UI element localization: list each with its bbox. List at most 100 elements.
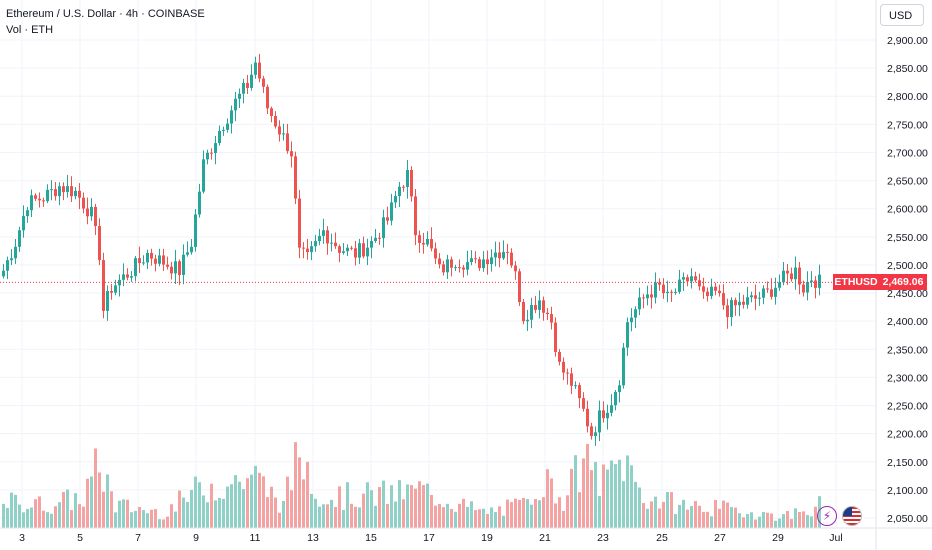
volume-bar [678, 504, 681, 528]
candle-body [206, 152, 209, 160]
candle-body [494, 252, 497, 258]
candle-body [490, 257, 493, 265]
volume-bar [546, 469, 549, 528]
candle-body [774, 287, 777, 297]
volume-bar [194, 476, 197, 528]
volume-bar [226, 486, 229, 528]
price-axis: 2,050.00 2,100.00 2,150.00 2,200.00 2,250.00… [875, 0, 928, 550]
candle-body [50, 189, 53, 191]
volume-bar [542, 497, 545, 528]
candle-body [438, 258, 441, 265]
volume-bar [478, 509, 481, 528]
candle-body [526, 319, 529, 322]
candle-body [306, 248, 309, 253]
volume-bar [590, 470, 593, 528]
candle-body [706, 291, 709, 297]
candle-body [346, 247, 349, 252]
last-price-tag: 2,469.06 [879, 274, 927, 291]
lightning-icon[interactable]: ⚡ [817, 506, 837, 526]
x-tick-label: 7 [135, 532, 141, 544]
candle-body [294, 156, 297, 199]
volume-bar [682, 499, 685, 528]
volume-bar [186, 501, 189, 528]
candle-body [74, 190, 77, 197]
volume-bar [538, 500, 541, 528]
candle-body [614, 391, 617, 406]
volume-bar [86, 478, 89, 528]
volume-bar [278, 512, 281, 528]
volume-bar [726, 502, 729, 528]
candle-body [318, 235, 321, 242]
volume-bar [366, 482, 369, 528]
candle-body [90, 206, 93, 217]
y-tick-label: 2,150.00 [887, 457, 928, 469]
volume-bar [342, 509, 345, 528]
volume-bar [2, 503, 5, 528]
volume-bar [470, 501, 473, 528]
volume-bar [290, 490, 293, 528]
candle-body [458, 267, 461, 269]
candle-body [22, 216, 25, 231]
candle-body [630, 317, 633, 323]
candle-body [198, 191, 201, 215]
candle-body [578, 385, 581, 399]
candle-body [818, 274, 821, 288]
volume-bar [242, 489, 245, 528]
us-flag-icon[interactable] [842, 506, 862, 526]
candle-body [114, 285, 117, 293]
candle-body [334, 242, 337, 247]
candle-body [498, 252, 501, 259]
x-tick-label: 19 [481, 532, 493, 544]
volume-bar [178, 490, 181, 528]
candle-body [562, 361, 565, 373]
candle-body [270, 108, 273, 117]
volume-bar [510, 502, 513, 528]
candle-body [534, 305, 537, 310]
volume-bar [490, 507, 493, 528]
candle-body [674, 291, 677, 293]
volume-bar [62, 492, 65, 528]
volume-bar [446, 503, 449, 528]
volume-bar [398, 480, 401, 528]
candle-body [118, 279, 121, 286]
candle-body [654, 282, 657, 298]
y-tick-label: 2,650.00 [887, 176, 928, 188]
candle-body [42, 200, 45, 202]
candle-body [594, 432, 597, 437]
candle-body [54, 189, 57, 197]
volume-bar [574, 455, 577, 528]
candle-body [462, 267, 465, 270]
candle-body [418, 235, 421, 243]
candle-body [338, 246, 341, 253]
candle-body [330, 242, 333, 244]
volume-bar [34, 499, 37, 528]
candle-body [10, 258, 13, 261]
candle-body [502, 251, 505, 259]
candle-body [622, 347, 625, 386]
volume-bar [598, 496, 601, 528]
volume-bar [258, 472, 261, 528]
currency-button[interactable]: USD [880, 4, 924, 26]
candle-body [746, 297, 749, 305]
candle-body [234, 98, 237, 111]
volume-bar [522, 498, 525, 528]
volume-bar [138, 506, 141, 528]
volume-bar [750, 512, 753, 528]
volume-legend: Vol · ETH [6, 24, 54, 36]
volume-bar [182, 497, 185, 528]
volume-bar [54, 506, 57, 528]
candle-body [634, 309, 637, 318]
candle-body [134, 258, 137, 277]
candle-body [126, 274, 129, 278]
volume-bar [274, 497, 277, 528]
candle-body [814, 280, 817, 288]
candle-body [734, 300, 737, 306]
volume-bar [106, 474, 109, 528]
volume-bar [118, 500, 121, 528]
candle-body [26, 210, 29, 217]
symbol-price-tag: ETHUSD [833, 274, 879, 291]
candle-body [342, 251, 345, 253]
candle-body [278, 126, 281, 135]
candle-body [434, 248, 437, 259]
